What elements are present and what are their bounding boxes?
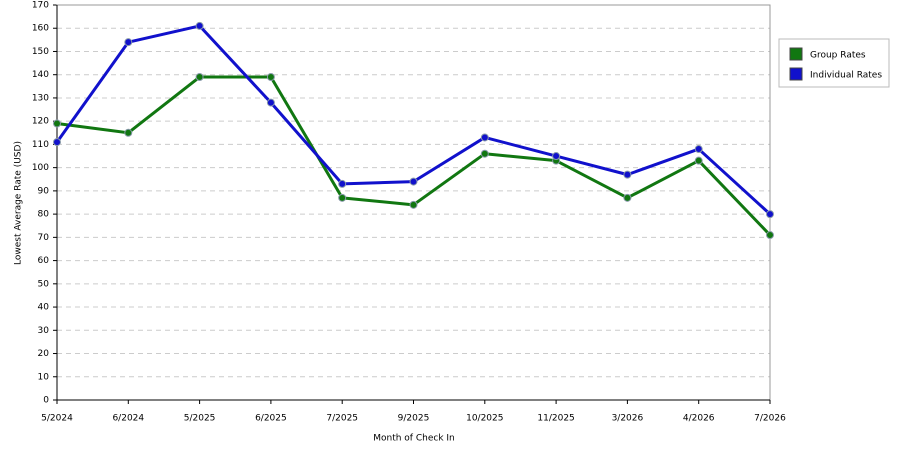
legend: Group Rates Individual Rates [778, 38, 890, 88]
x-tick-label: 5/2025 [184, 414, 216, 424]
data-point [480, 149, 489, 158]
y-tick-label: 60 [38, 256, 50, 266]
data-point [766, 231, 774, 240]
data-point [195, 73, 204, 82]
data-point [623, 170, 632, 179]
y-tick-label: 70 [38, 233, 50, 243]
data-point [766, 210, 774, 219]
data-point [266, 98, 275, 107]
y-tick-label: 80 [38, 210, 50, 220]
y-tick-label: 10 [38, 372, 50, 382]
y-tick-label: 30 [38, 326, 50, 336]
x-tick-label: 11/2025 [537, 414, 574, 424]
data-point [409, 177, 418, 186]
x-tick-label: 10/2025 [466, 414, 503, 424]
x-tick-label: 6/2025 [255, 414, 287, 424]
y-tick-label: 100 [32, 163, 49, 173]
series-line [55, 24, 772, 216]
y-tick-label: 90 [38, 186, 50, 196]
y-tick-label: 170 [32, 1, 49, 11]
y-tick-label: 20 [38, 349, 50, 359]
data-point [124, 38, 133, 47]
y-tick-label: 150 [32, 47, 49, 57]
data-point [409, 200, 418, 209]
y-tick-label: 110 [32, 140, 49, 150]
legend-label: Individual Rates [810, 71, 882, 81]
x-tick-label: 4/2026 [683, 414, 715, 424]
x-tick-label: 3/2026 [612, 414, 644, 424]
legend-swatch [789, 67, 803, 81]
data-point [124, 128, 133, 137]
series-line [56, 75, 772, 237]
y-tick-label: 40 [38, 303, 50, 313]
x-tick-label: 5/2024 [41, 414, 73, 424]
y-tick-label: 50 [38, 279, 50, 289]
data-point [480, 133, 489, 142]
x-tick-label: 7/2025 [326, 414, 358, 424]
data-point [338, 193, 347, 202]
y-tick-label: 140 [32, 70, 49, 80]
data-point [266, 73, 275, 82]
data-point [53, 138, 61, 147]
y-axis-label: Lowest Average Rate (USD) [14, 141, 24, 265]
data-point [552, 152, 561, 161]
data-point [623, 193, 632, 202]
data-point [195, 21, 204, 30]
data-point [694, 145, 703, 154]
y-tick-label: 160 [32, 24, 49, 34]
x-axis-label: Month of Check In [373, 434, 455, 444]
data-point [53, 119, 61, 128]
x-tick-label: 6/2024 [112, 414, 144, 424]
y-tick-label: 0 [43, 396, 49, 406]
y-tick-label: 130 [32, 93, 49, 103]
legend-swatch [789, 47, 803, 61]
legend-label: Group Rates [810, 51, 866, 61]
x-tick-label: 7/2026 [754, 414, 786, 424]
y-tick-label: 120 [32, 117, 49, 127]
data-point [694, 156, 703, 165]
x-tick-label: 9/2025 [398, 414, 430, 424]
data-point [338, 179, 347, 188]
